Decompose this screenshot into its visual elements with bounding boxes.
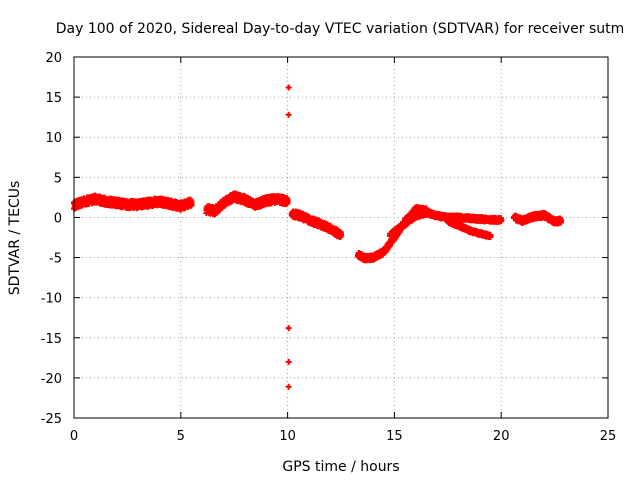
grid — [74, 57, 608, 418]
y-tick-label: -5 — [49, 252, 62, 267]
x-axis-title: GPS time / hours — [282, 459, 399, 475]
y-tick-label: -15 — [41, 332, 62, 347]
data-points — [71, 84, 565, 390]
y-tick-label: -25 — [41, 412, 62, 427]
y-tick-label: -20 — [41, 372, 62, 387]
x-tick-label: 20 — [493, 429, 510, 444]
x-tick-label: 25 — [600, 429, 617, 444]
x-tick-label: 5 — [177, 429, 185, 444]
axis-ticks: 0 5 10 15 20 25 -25 -20 -15 -10 -5 0 5 10 15 20 — [41, 51, 617, 444]
outlier-point — [285, 84, 292, 91]
y-tick-label: 0 — [54, 211, 62, 226]
outlier-point — [285, 383, 292, 390]
x-tick-label: 10 — [279, 429, 296, 444]
x-tick-label: 15 — [386, 429, 403, 444]
y-tick-label: -10 — [41, 292, 62, 307]
y-tick-label: 15 — [45, 91, 62, 106]
y-tick-label: 20 — [45, 51, 62, 66]
chart-title: Day 100 of 2020, Sidereal Day-to-day VTE… — [56, 21, 625, 37]
y-tick-label: 10 — [45, 131, 62, 146]
outlier-point — [285, 358, 292, 365]
y-axis-title: SDTVAR / TECUs — [7, 181, 23, 296]
y-tick-label: 5 — [54, 171, 62, 186]
outlier-point — [285, 325, 292, 332]
x-tick-label: 0 — [70, 429, 78, 444]
outlier-point — [285, 111, 292, 118]
